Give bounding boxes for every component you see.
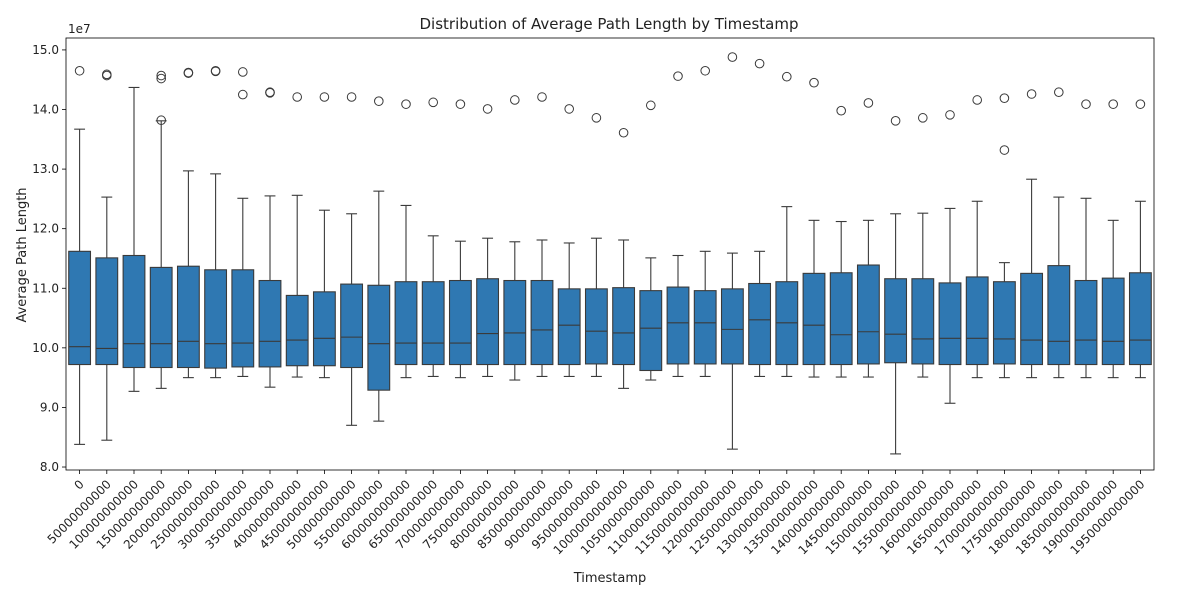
outlier-point — [537, 92, 547, 102]
y-tick-label: 9.0 — [40, 400, 59, 414]
box — [856, 264, 880, 365]
outlier-point — [1081, 99, 1091, 109]
box — [421, 281, 445, 366]
plot-area: 8.09.010.011.012.013.014.015.00500000000… — [32, 37, 1155, 557]
box — [68, 250, 92, 366]
box — [584, 288, 608, 365]
outlier-point — [673, 71, 683, 81]
outlier-point — [972, 95, 983, 105]
y-tick-label: 8.0 — [40, 460, 59, 474]
outlier-point — [265, 87, 275, 98]
outlier-point — [1108, 99, 1118, 109]
box — [476, 278, 500, 366]
box — [176, 265, 200, 369]
outlier-point — [999, 93, 1010, 103]
box — [448, 279, 472, 366]
box — [992, 281, 1016, 365]
box — [639, 290, 663, 372]
outlier-point — [156, 115, 166, 126]
outlier-point — [292, 92, 303, 102]
box — [1020, 272, 1044, 366]
box — [95, 257, 119, 366]
outlier-point — [890, 116, 901, 126]
outlier-point — [401, 99, 411, 109]
outlier-point — [836, 105, 847, 116]
outlier-point — [238, 89, 248, 100]
box — [367, 284, 391, 391]
box — [557, 288, 581, 366]
box — [829, 272, 853, 366]
box — [1101, 277, 1125, 366]
outlier-point — [510, 95, 520, 105]
outlier-point — [1135, 99, 1146, 109]
outlier-point — [74, 65, 85, 76]
box — [720, 288, 744, 365]
outlier-point — [754, 58, 765, 69]
outlier-point — [945, 110, 955, 120]
box — [231, 269, 255, 368]
outlier-point — [102, 69, 112, 80]
outlier-point — [156, 73, 166, 84]
outlier-point — [482, 104, 493, 114]
y-tick-label: 10.0 — [32, 341, 59, 355]
y-tick-label: 12.0 — [32, 222, 59, 236]
box — [1047, 265, 1071, 366]
box — [911, 278, 935, 365]
box — [149, 266, 173, 369]
box — [802, 272, 826, 366]
box — [666, 286, 690, 365]
y-tick-label: 11.0 — [32, 281, 59, 295]
outlier-point — [156, 70, 166, 81]
outlier-point — [918, 113, 928, 123]
outlier-point — [782, 71, 792, 82]
outlier-point — [1054, 87, 1064, 98]
outlier-point — [455, 99, 466, 109]
outlier-point — [1026, 89, 1037, 99]
box — [204, 269, 228, 369]
box — [530, 279, 554, 366]
outlier-point — [183, 67, 194, 78]
chart-title: Distribution of Average Path Length by T… — [420, 15, 799, 33]
x-tick-label: 0 — [71, 477, 86, 492]
plot-frame — [65, 37, 1155, 471]
outlier-point — [346, 92, 357, 102]
y-tick-label: 15.0 — [32, 43, 59, 57]
outlier-point — [238, 67, 248, 77]
outlier-point — [210, 65, 221, 76]
box — [965, 276, 989, 366]
outlier-point — [809, 77, 819, 88]
outlier-point — [700, 65, 711, 76]
outlier-point — [319, 92, 330, 102]
y-axis-offset-label: 1e7 — [68, 22, 91, 36]
box — [285, 294, 309, 367]
box — [122, 254, 146, 369]
box — [884, 278, 908, 364]
box — [340, 283, 364, 369]
outlier-point — [428, 97, 439, 108]
box — [394, 281, 418, 366]
box — [1074, 279, 1098, 366]
outlier-point — [999, 145, 1010, 155]
y-axis-label: Average Path Length — [15, 187, 30, 322]
box — [748, 282, 772, 366]
outlier-point — [591, 113, 602, 123]
box — [612, 287, 636, 366]
outlier-point — [646, 100, 656, 111]
box — [693, 290, 717, 365]
box — [938, 282, 962, 366]
outlier-point — [727, 52, 738, 62]
box — [258, 279, 282, 368]
box — [312, 291, 336, 367]
y-tick-label: 13.0 — [32, 162, 59, 176]
box — [1128, 272, 1152, 366]
x-axis-label: Timestamp — [573, 571, 647, 586]
outlier-point — [374, 96, 384, 106]
box — [503, 279, 527, 366]
outlier-point — [618, 127, 629, 138]
y-tick-label: 14.0 — [32, 103, 59, 117]
outlier-point — [863, 98, 874, 108]
outlier-point — [564, 104, 575, 114]
